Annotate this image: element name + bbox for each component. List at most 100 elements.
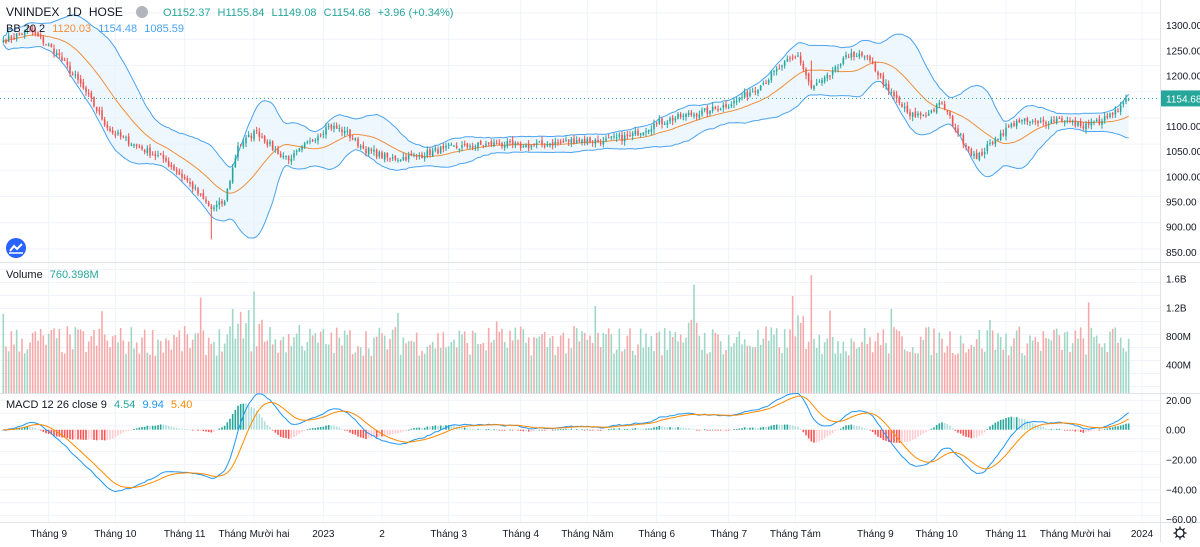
candle	[1087, 119, 1090, 129]
candle	[671, 115, 674, 126]
macd-legend[interactable]: MACD 12 26 close 9 4.54 9.94 5.40	[6, 398, 196, 412]
settings-gear-icon[interactable]	[1173, 526, 1187, 540]
volume-bar	[530, 355, 533, 393]
candle-body	[770, 72, 773, 81]
candle-body	[1082, 126, 1085, 129]
time-axis-label[interactable]: Tháng 9	[30, 529, 67, 540]
macd-hist-bar	[138, 427, 141, 430]
macd-hist-bar	[527, 429, 530, 432]
candle-body	[671, 117, 674, 121]
time-axis-label[interactable]: Tháng 7	[710, 529, 747, 540]
candle	[351, 134, 354, 141]
volume-bar	[543, 331, 546, 393]
volume-bar	[317, 342, 319, 393]
time-axis-label[interactable]: Tháng 3	[430, 529, 467, 540]
volume-bar	[253, 291, 255, 393]
macd-hist-bar	[541, 429, 543, 431]
candle-body	[71, 73, 74, 75]
volume-bar	[701, 349, 703, 393]
volume-bar	[191, 339, 194, 393]
symbol-name[interactable]: VNINDEX	[6, 5, 60, 19]
candle	[487, 142, 490, 147]
time-axis-label[interactable]: Tháng Mười hai	[1040, 529, 1111, 540]
macd-hist-bar	[490, 429, 493, 431]
candle-body	[1069, 120, 1071, 122]
time-axis-label[interactable]: Tháng 11	[164, 529, 206, 540]
volume-legend[interactable]: Volume 760.398M	[6, 268, 103, 282]
volume-bar	[181, 351, 183, 393]
candle-body	[957, 128, 959, 134]
candle	[546, 141, 549, 148]
macd-hist-bar	[594, 429, 597, 431]
candle	[509, 138, 511, 146]
time-axis-label[interactable]: Tháng 9	[857, 529, 894, 540]
candle-body	[959, 134, 962, 136]
volume-bar	[226, 334, 229, 393]
candle	[999, 129, 1002, 142]
candle	[471, 142, 474, 151]
candle-body	[1018, 119, 1021, 123]
candle-body	[850, 52, 853, 58]
volume-bar	[293, 337, 295, 393]
last-price-tag-bg	[1161, 90, 1200, 107]
symbol-interval[interactable]: 1D	[66, 5, 82, 19]
candle-body	[887, 84, 890, 91]
macd-hist-bar	[1090, 429, 1093, 432]
volume-bar	[61, 352, 63, 393]
time-axis-label[interactable]: Tháng Tám	[770, 529, 821, 540]
macd-hist-bar	[831, 429, 834, 434]
volume-bar	[965, 352, 967, 393]
volume-bar	[802, 315, 805, 393]
candle	[418, 152, 421, 160]
macd-hist-bar	[666, 427, 669, 430]
candle-body	[399, 159, 402, 161]
time-axis-label[interactable]: 2	[379, 529, 385, 540]
candle	[565, 136, 567, 142]
candle	[239, 143, 242, 147]
volume-bar	[162, 352, 165, 393]
bb-name[interactable]: BB 20 2	[6, 23, 46, 35]
time-axis-label[interactable]: Tháng 10	[94, 529, 137, 540]
time-axis-label[interactable]: Tháng Mười hai	[218, 529, 289, 540]
candle	[45, 43, 47, 46]
macd-hist-bar	[711, 429, 714, 431]
candle-body	[570, 139, 573, 143]
macd-hist-bar	[573, 429, 575, 431]
candle-body	[701, 110, 703, 115]
time-axis-label[interactable]: Tháng 4	[502, 529, 539, 540]
candle	[389, 157, 391, 163]
time-axis-label[interactable]: 2023	[312, 529, 335, 540]
candle	[626, 131, 629, 140]
candle-body	[642, 132, 645, 135]
candle-body	[714, 107, 717, 109]
time-axis-label[interactable]: Tháng 10	[916, 529, 959, 540]
tradingview-logo-icon[interactable]	[6, 238, 26, 258]
time-axis-label[interactable]: Tháng Năm	[561, 529, 613, 540]
candle-body	[858, 53, 861, 57]
candle-body	[781, 65, 783, 68]
market-status-icon	[135, 6, 148, 18]
candle	[754, 87, 757, 96]
candle	[746, 89, 749, 101]
candle	[501, 141, 503, 150]
candle	[674, 116, 677, 123]
volume-bar	[879, 345, 882, 393]
time-axis-label[interactable]: Tháng 6	[638, 529, 675, 540]
candle-body	[687, 112, 690, 115]
volume-bar	[914, 353, 917, 393]
bb-legend[interactable]: BB 20 2 1120.03 1154.48 1085.59	[6, 22, 188, 36]
volume-name[interactable]: Volume	[6, 269, 43, 281]
time-axis-label[interactable]: 2024	[1131, 529, 1154, 540]
time-axis-label[interactable]: Tháng 11	[985, 529, 1027, 540]
candle-body	[487, 142, 490, 144]
macd-hist-bar	[125, 429, 127, 432]
candle-body	[351, 138, 354, 140]
candle-body	[949, 111, 951, 116]
candle	[53, 44, 55, 58]
candle	[1085, 120, 1087, 134]
candle-body	[522, 146, 525, 148]
candle-body	[1037, 120, 1039, 124]
macd-name[interactable]: MACD 12 26 close 9	[6, 399, 107, 411]
